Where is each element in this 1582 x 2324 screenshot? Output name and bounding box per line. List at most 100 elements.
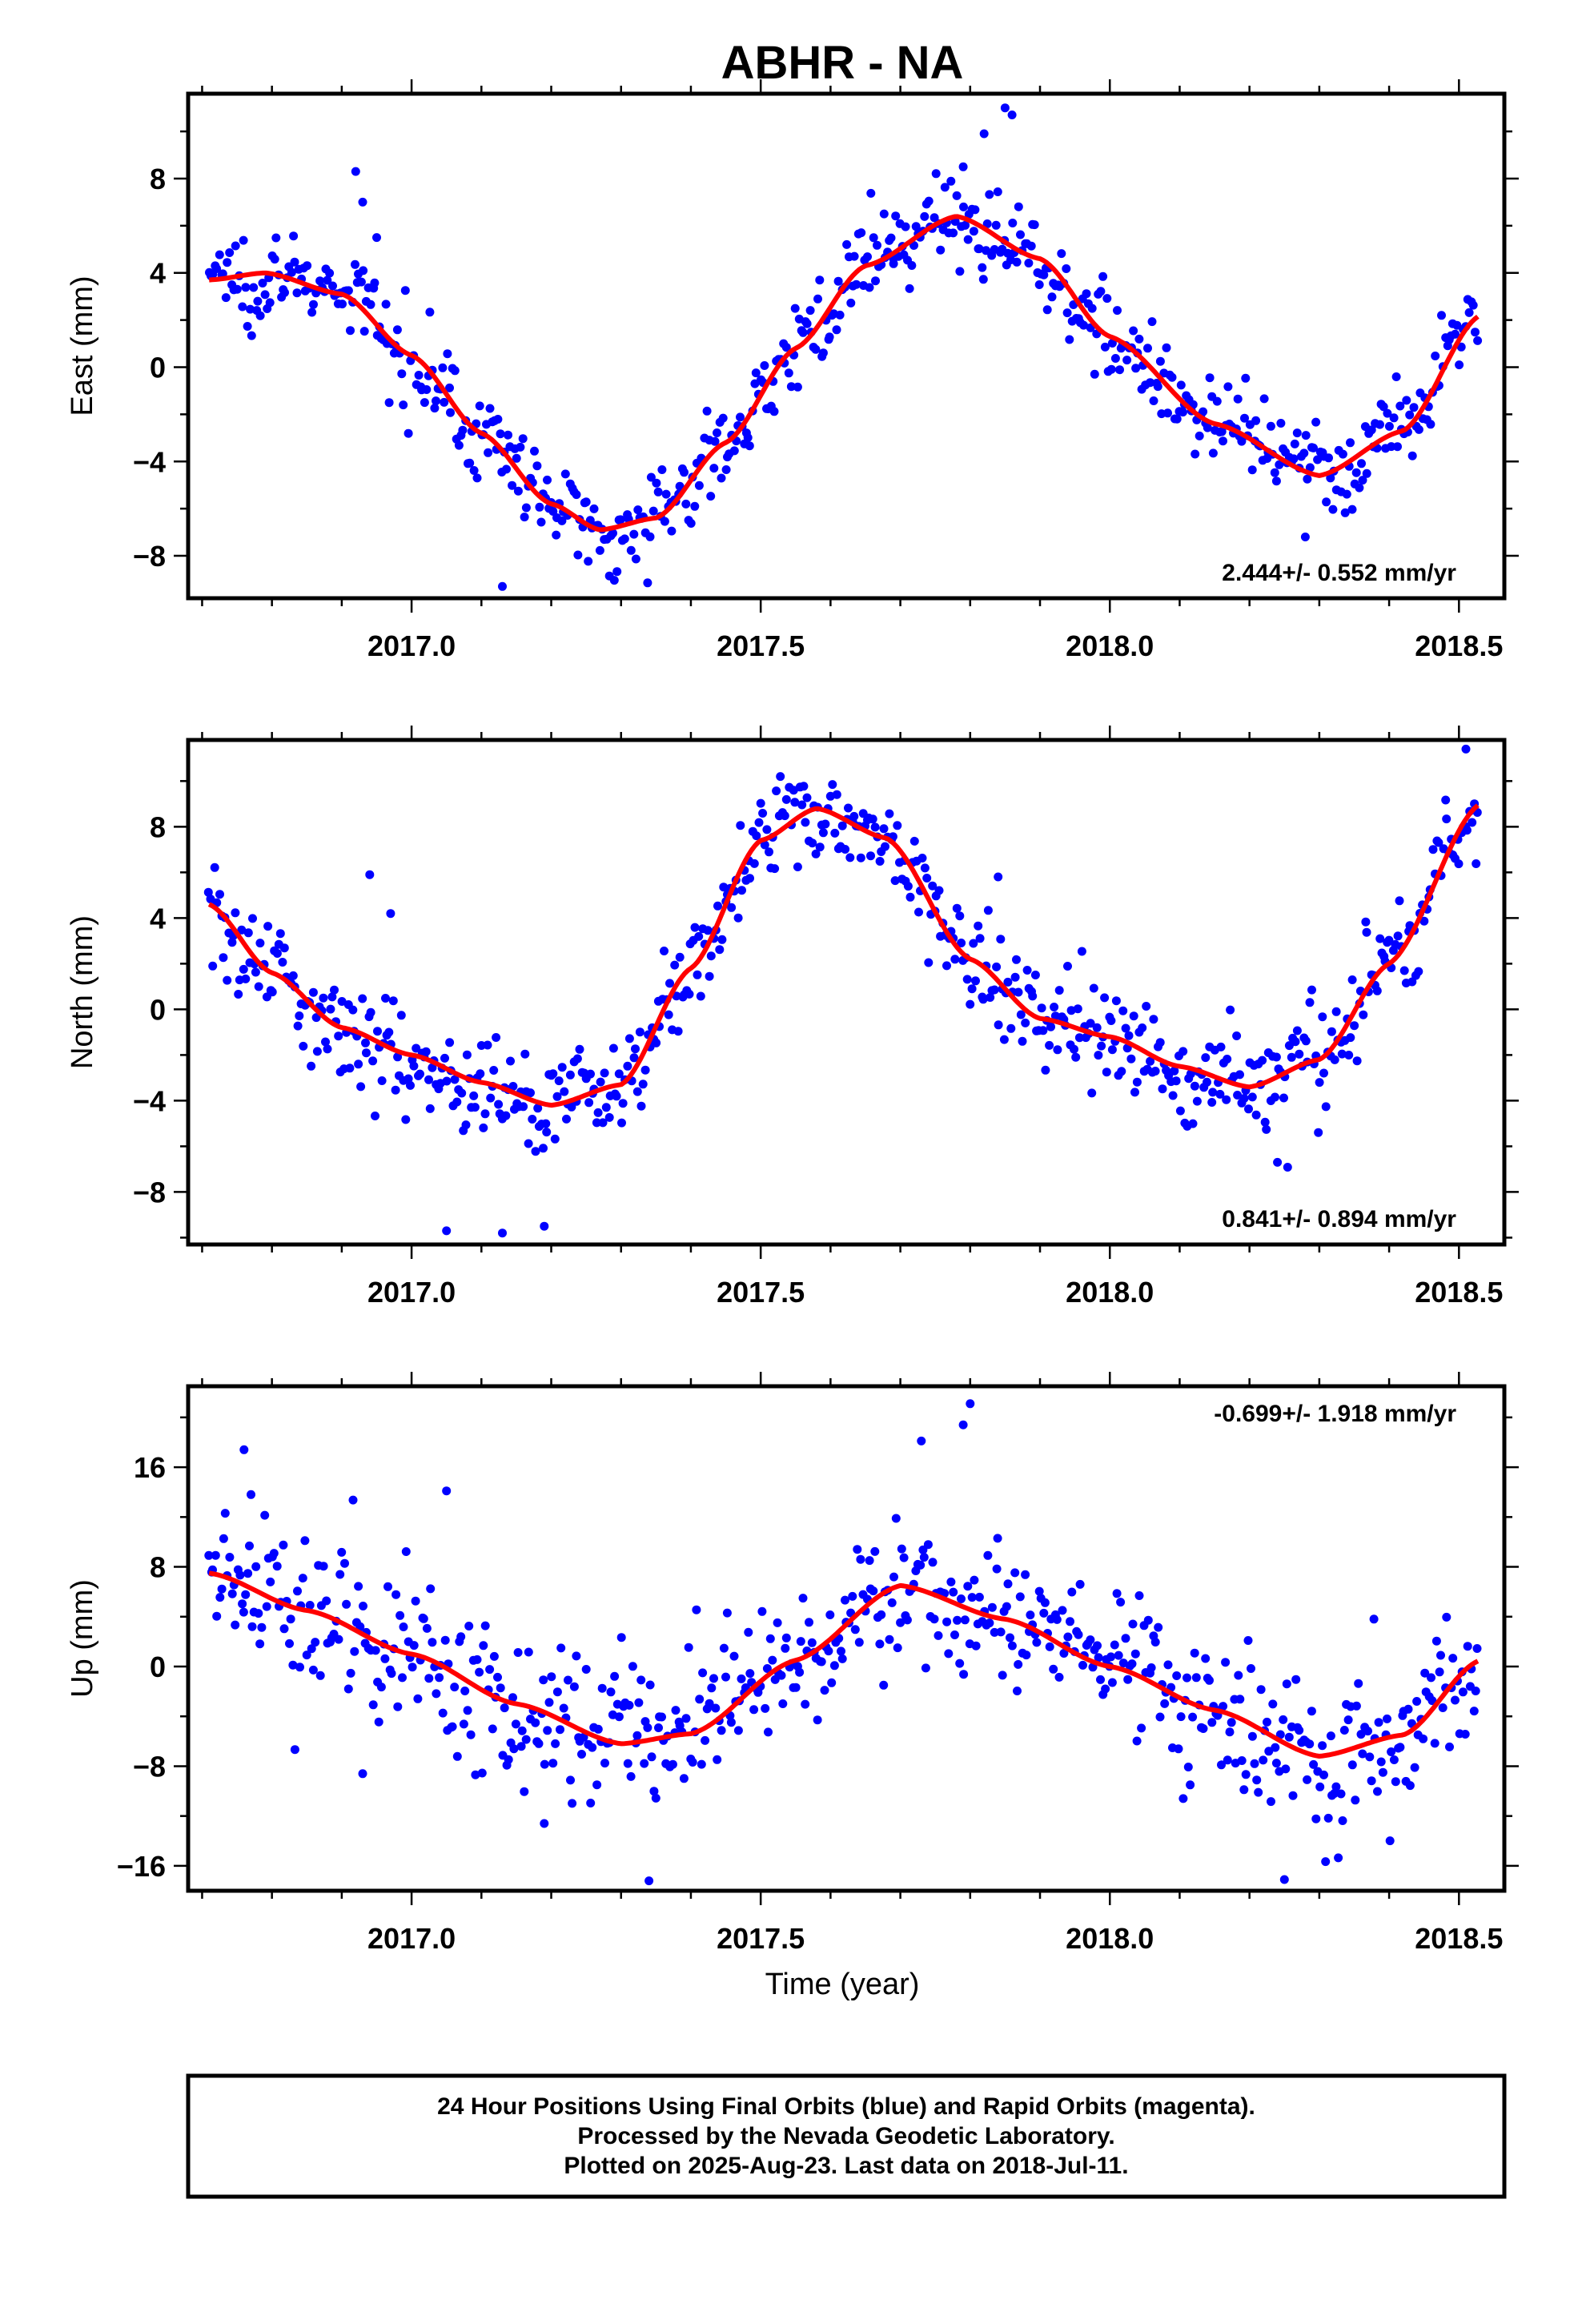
panels: 2017.0 2017.5 2018.0 2018.5 −8 −4 0 4 8 East (mm)… — [66, 79, 1519, 1955]
north-data-point — [856, 853, 865, 862]
up-data-point — [1010, 1568, 1020, 1578]
north-data-point — [508, 1082, 518, 1091]
up-data-point — [1389, 1755, 1399, 1764]
up-data-point — [854, 1638, 864, 1647]
east-data-point — [1082, 289, 1091, 299]
up-data-point — [396, 1610, 405, 1620]
east-data-point — [238, 302, 247, 312]
up-data-point — [524, 1647, 533, 1657]
north-data-point — [1054, 986, 1064, 995]
up-data-point — [921, 1663, 930, 1673]
east-data-point — [991, 220, 1001, 230]
north-data-point — [629, 1053, 639, 1063]
up-data-point — [438, 1708, 448, 1718]
up-data-point — [765, 1634, 775, 1643]
north-data-point — [565, 1070, 575, 1080]
up-data-point — [974, 1592, 984, 1602]
up-data-point — [556, 1643, 566, 1653]
north-data-point — [955, 911, 965, 921]
east-data-point — [1358, 476, 1367, 485]
up-data-point — [773, 1618, 782, 1627]
east-data-point — [1134, 334, 1144, 344]
up-data-point — [1469, 1707, 1479, 1716]
up-data-point — [1040, 1598, 1050, 1607]
up-data-point — [928, 1558, 938, 1567]
up-data-point — [757, 1606, 767, 1616]
north-data-point — [1028, 991, 1038, 1001]
north-data-point — [942, 961, 951, 971]
up-data-point — [508, 1693, 517, 1703]
east-data-point — [535, 502, 544, 512]
north-data-point — [326, 1004, 335, 1014]
up-data-point — [853, 1545, 862, 1554]
up-data-point — [260, 1510, 270, 1520]
north-data-point — [893, 821, 902, 830]
up-data-point — [288, 1660, 298, 1670]
north-data-point — [690, 923, 700, 932]
up-data-point — [1363, 1727, 1372, 1736]
up-data-point — [1032, 1638, 1042, 1647]
east-data-point — [1191, 449, 1200, 459]
east-data-point — [1155, 356, 1165, 366]
east-ytick-label: −4 — [133, 445, 166, 478]
up-data-point — [729, 1651, 739, 1661]
east-data-point — [879, 209, 889, 219]
up-data-point — [1458, 1687, 1468, 1697]
east-data-point — [422, 385, 432, 394]
up-data-point — [215, 1593, 225, 1602]
up-data-point — [795, 1667, 805, 1677]
north-data-point — [1347, 975, 1357, 984]
north-data-point — [272, 949, 282, 958]
north-data-point — [1132, 1077, 1142, 1087]
north-data-point — [1171, 1076, 1181, 1086]
up-data-point — [383, 1582, 392, 1591]
north-data-point — [243, 928, 253, 938]
up-data-point — [970, 1575, 979, 1585]
up-data-point — [623, 1759, 632, 1768]
north-data-point — [1092, 1023, 1102, 1032]
east-data-point — [835, 310, 845, 320]
up-data-point — [569, 1682, 579, 1691]
up-data-point — [1451, 1695, 1460, 1705]
east-data-point — [1062, 308, 1072, 318]
east-data-point — [1300, 533, 1310, 541]
north-data-point — [1089, 983, 1098, 993]
up-data-point — [1264, 1747, 1274, 1756]
east-data-point — [1026, 241, 1036, 251]
east-data-point — [255, 311, 265, 320]
footer-line-2: Processed by the Nevada Geodetic Laborat… — [577, 2123, 1114, 2149]
up-data-point — [891, 1514, 901, 1523]
north-data-point — [501, 1111, 511, 1120]
up-data-point — [709, 1674, 718, 1683]
up-data-point — [993, 1534, 1002, 1543]
east-data-point — [1290, 439, 1299, 448]
north-data-point — [425, 1104, 435, 1113]
north-data-point — [1337, 1049, 1347, 1059]
up-data-point — [422, 1623, 432, 1633]
east-data-point — [1162, 343, 1171, 352]
east-data-point — [1328, 505, 1338, 514]
east-data-point — [869, 233, 878, 243]
up-data-point — [744, 1627, 753, 1637]
up-data-point — [1146, 1663, 1156, 1672]
up-data-point — [293, 1586, 302, 1596]
north-data-point — [693, 970, 702, 979]
north-data-point — [879, 824, 889, 834]
north-data-point — [1251, 1110, 1261, 1120]
up-data-point — [380, 1654, 390, 1663]
east-data-point — [1275, 460, 1284, 469]
north-data-point — [1260, 1117, 1270, 1127]
north-data-point — [717, 935, 727, 944]
up-data-point — [1128, 1619, 1138, 1629]
east-data-point — [982, 219, 992, 228]
north-data-point — [1030, 971, 1040, 979]
east-data-point — [1098, 271, 1108, 281]
east-data-point — [629, 529, 639, 539]
up-ytick-label: −8 — [133, 1750, 166, 1783]
east-data-point — [472, 473, 482, 483]
north-data-point — [428, 1063, 437, 1072]
up-data-point — [707, 1683, 717, 1693]
up-data-point — [1448, 1654, 1458, 1663]
up-data-point — [543, 1726, 552, 1735]
up-data-point — [1250, 1759, 1259, 1768]
